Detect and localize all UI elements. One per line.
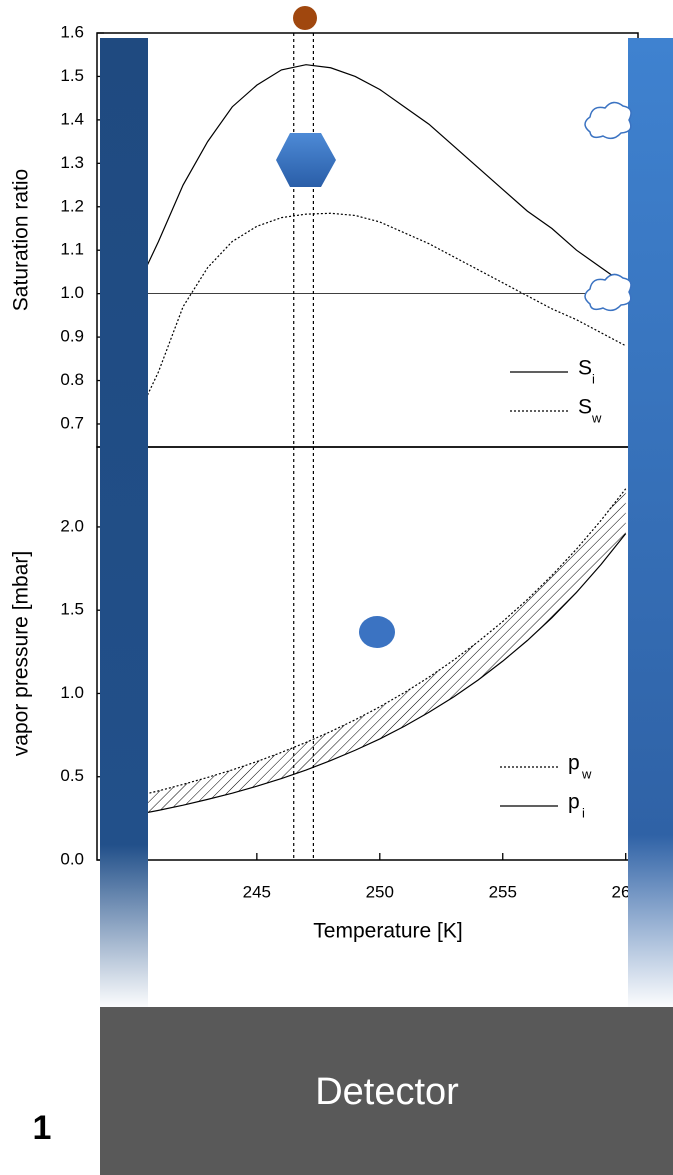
y-tick-label: 0.8 xyxy=(60,370,84,389)
legend-subscript: i xyxy=(592,371,595,386)
y-tick-label: 1.1 xyxy=(60,240,84,259)
y-tick-label: 1.0 xyxy=(60,283,84,302)
legend-label: p xyxy=(568,791,580,814)
legend-label: S xyxy=(578,396,592,419)
y-tick-label: 0.0 xyxy=(60,849,84,868)
plots: 0.7 0.8 0.9 1.0 1.1 1.2 1.3 1.4 1.5 1.6 Saturation… xyxy=(10,22,640,942)
left-electrode xyxy=(100,38,148,1010)
droplet xyxy=(359,616,395,648)
cloud-icons xyxy=(584,101,632,312)
legend-label: S xyxy=(578,357,592,380)
y-axis-label: vapor pressure [mbar] xyxy=(10,551,33,756)
figure-number: 1 xyxy=(33,1109,52,1147)
hatch-area xyxy=(133,488,626,816)
y-tick-label: 0.9 xyxy=(60,327,84,346)
y-tick-label: 1.3 xyxy=(60,153,84,172)
cloud xyxy=(584,101,632,140)
y-tick-label: 1.5 xyxy=(60,66,84,85)
legend-subscript: w xyxy=(581,766,592,781)
detector-label: Detector xyxy=(315,1071,459,1113)
legend-subscript: w xyxy=(591,410,602,425)
ice-crystal xyxy=(276,133,336,187)
x-tick-label: 245 xyxy=(243,882,271,901)
legend-label: p xyxy=(568,752,580,775)
y-axis-label: Saturation ratio xyxy=(10,169,33,311)
y-tick-label: 1.5 xyxy=(60,600,84,619)
series-line xyxy=(133,488,627,798)
y-tick-label: 1.0 xyxy=(60,683,84,702)
x-tick-label: 250 xyxy=(366,882,394,901)
y-tick-label: 2.0 xyxy=(60,516,84,535)
y-tick-label: 0.7 xyxy=(60,413,84,432)
x-tick-label: 255 xyxy=(489,882,517,901)
detector-box xyxy=(100,1007,673,1175)
right-electrode xyxy=(628,38,673,1010)
series-line xyxy=(133,212,626,425)
legend-subscript: i xyxy=(582,805,585,820)
y-tick-label: 1.4 xyxy=(60,109,84,128)
plot-frame xyxy=(96,32,639,448)
series-line xyxy=(133,533,627,816)
overlay: Detector 1 xyxy=(33,6,673,1175)
particle-dot xyxy=(293,6,317,30)
y-tick-label: 1.6 xyxy=(60,22,84,41)
x-axis-label: Temperature [K] xyxy=(313,920,462,943)
y-tick-label: 0.5 xyxy=(60,766,84,785)
y-tick-label: 1.2 xyxy=(60,196,84,215)
series-line xyxy=(133,64,627,294)
cloud xyxy=(584,273,632,312)
